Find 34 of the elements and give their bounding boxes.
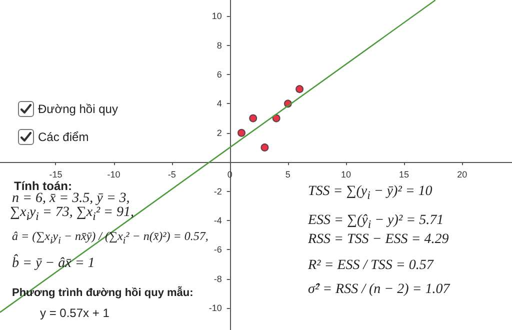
point	[249, 114, 258, 122]
point	[260, 143, 269, 152]
y-tick-label: -10	[208, 303, 222, 314]
y-tick-label: 10	[212, 11, 222, 22]
annotation: Đường hồi quy	[38, 102, 118, 116]
annotation: â = (∑x$_{i}$y$_{i}$ − nx̄ȳ) / (∑x$_{i}$² − n(x̄)²) = 0.57,	[12, 229, 208, 246]
annotation: R² = ESS / TSS = 0.57	[308, 258, 434, 274]
x-tick-label: -10	[107, 170, 120, 180]
annotation: TSS = ∑(y$_{i}$ − ȳ)² = 10	[308, 184, 432, 202]
y-tick-label: -6	[214, 244, 222, 255]
y-tick-label: -4	[214, 215, 222, 226]
x-tick-label: -15	[49, 170, 62, 180]
annotation: Tính toán:	[14, 179, 72, 193]
point	[296, 85, 304, 94]
annotation: y = 0.57x + 1	[40, 306, 110, 320]
y-tick-label: -8	[214, 274, 222, 284]
y-tick-label: 4	[216, 98, 222, 109]
annotation: Các điểm	[38, 130, 89, 144]
point	[237, 128, 246, 137]
point	[272, 114, 280, 122]
annotation: n = 6, x̄ = 3.5, ȳ = 3,	[12, 191, 130, 206]
annotation: σ̂² = RSS / (n − 2) = 1.07	[308, 282, 450, 298]
y-tick-label: -2	[214, 186, 222, 196]
annotation: ESS = ∑(ŷ$_{i}$ − y)² = 5.71	[308, 213, 444, 231]
y-tick-label: 2	[216, 128, 222, 138]
x-tick-label: 5	[285, 170, 290, 180]
annotation: ∑x$_{i}$y$_{i}$ = 73, ∑x$_{i}$² = 91,	[10, 205, 134, 223]
x-tick-label: 20	[457, 170, 468, 180]
x-tick-label: -5	[168, 170, 176, 180]
x-tick-label: 10	[340, 170, 351, 180]
y-tick-label: 8	[216, 40, 222, 50]
y-tick-label: 6	[216, 69, 222, 80]
annotation: RSS = TSS − ESS = 4.29	[308, 232, 449, 248]
x-tick-label: 15	[399, 170, 410, 180]
